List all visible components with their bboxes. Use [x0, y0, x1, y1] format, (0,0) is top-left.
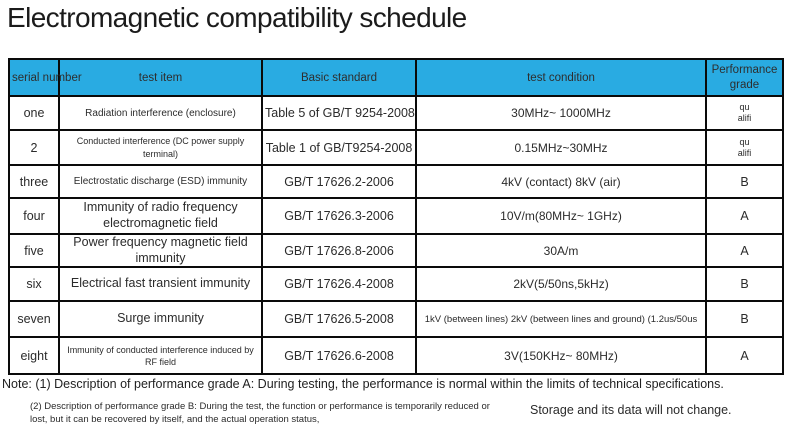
basic-standard-cell: Table 1 of GB/T9254-2008 — [261, 129, 417, 166]
basic-standard-cell: GB/T 17626.3-2006 — [261, 197, 417, 235]
table-row: six Electrical fast transient immunity GB/… — [8, 266, 784, 303]
column-header-serial-number: serial number — [8, 58, 82, 97]
test-item-cell: Electrical fast transient immunity — [58, 266, 263, 303]
table-row: one Radiation interference (enclosure) Tab… — [8, 95, 784, 131]
test-condition-cell: 30A/m — [415, 232, 707, 269]
basic-standard-cell: GB/T 17626.5-2008 — [261, 300, 417, 339]
performance-grade-cell: qu alifi — [705, 129, 784, 166]
basic-standard-cell: GB/T 17626.4-2008 — [261, 266, 417, 303]
test-item-cell: Power frequency magnetic field immunity — [58, 232, 263, 269]
table-body: one Radiation interference (enclosure) Tab… — [8, 95, 784, 376]
table-row: four Immunity of radio frequency electrom… — [8, 197, 784, 235]
test-item-cell: Electrostatic discharge (ESD) immunity — [58, 164, 263, 199]
serial-number-cell: seven — [8, 300, 60, 339]
test-condition-cell: 0.15MHz~30MHz — [415, 129, 707, 166]
header-row: serial number test item Basic standard t… — [8, 58, 784, 97]
basic-standard-cell: GB/T 17626.8-2006 — [261, 232, 417, 269]
column-header-test-condition: test condition — [415, 58, 707, 97]
performance-grade-cell: A — [705, 232, 784, 269]
note-grade-a: Note: (1) Description of performance gra… — [2, 377, 724, 391]
serial-number-cell: one — [8, 95, 60, 131]
test-condition-cell: 2kV(5/50ns,5kHz) — [415, 266, 707, 303]
basic-standard-cell: GB/T 17626.2-2006 — [261, 164, 417, 199]
column-header-performance-grade: Performance grade — [705, 58, 784, 97]
serial-number-cell: six — [8, 266, 60, 303]
serial-number-cell: eight — [8, 336, 60, 376]
performance-grade-cell: A — [705, 336, 784, 376]
serial-number-cell: four — [8, 197, 60, 235]
test-item-cell: Immunity of conducted interference induc… — [58, 336, 263, 376]
table-row: eight Immunity of conducted interference … — [8, 336, 784, 376]
test-condition-cell: 1kV (between lines) 2kV (between lines a… — [415, 300, 707, 339]
performance-grade-cell: qu alifi — [705, 95, 784, 131]
column-header-basic-standard: Basic standard — [261, 58, 417, 97]
column-header-test-item: test item — [58, 58, 263, 97]
test-item-cell: Conducted interference (DC power supply … — [58, 129, 263, 166]
test-condition-cell: 10V/m(80MHz~ 1GHz) — [415, 197, 707, 235]
basic-standard-cell: Table 5 of GB/T 9254-2008 — [261, 95, 417, 131]
serial-number-cell: five — [8, 232, 60, 269]
test-item-cell: Radiation interference (enclosure) — [58, 95, 263, 131]
test-condition-cell: 3V(150KHz~ 80MHz) — [415, 336, 707, 376]
serial-number-cell: 2 — [8, 129, 60, 166]
serial-number-cell: three — [8, 164, 60, 199]
emc-schedule-table: serial number test item Basic standard t… — [8, 58, 784, 376]
note-grade-b: (2) Description of performance grade B: … — [30, 401, 490, 425]
table-row: 2 Conducted interference (DC power supply… — [8, 129, 784, 166]
test-item-cell: Immunity of radio frequency electromagne… — [58, 197, 263, 235]
table-row: three Electrostatic discharge (ESD) immun… — [8, 164, 784, 199]
performance-grade-cell: B — [705, 266, 784, 303]
note-grade-b-continuation: Storage and its data will not change. — [530, 403, 732, 417]
table-row: seven Surge immunity GB/T 17626.5-2008 1kV … — [8, 300, 784, 339]
performance-grade-cell: A — [705, 197, 784, 235]
test-item-cell: Surge immunity — [58, 300, 263, 339]
test-condition-cell: 4kV (contact) 8kV (air) — [415, 164, 707, 199]
test-condition-cell: 30MHz~ 1000MHz — [415, 95, 707, 131]
table-row: five Power frequency magnetic field immun… — [8, 232, 784, 269]
performance-grade-cell: B — [705, 300, 784, 339]
page-title: Electromagnetic compatibility schedule — [7, 2, 467, 33]
performance-grade-cell: B — [705, 164, 784, 199]
basic-standard-cell: GB/T 17626.6-2008 — [261, 336, 417, 376]
